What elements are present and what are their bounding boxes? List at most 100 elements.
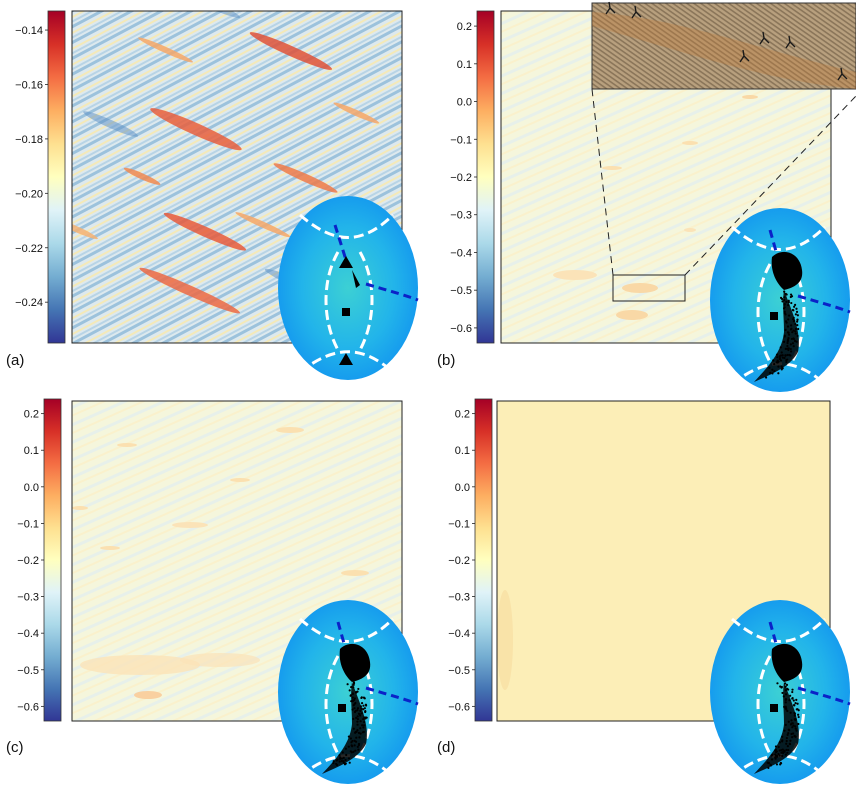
point-cloud-dot	[791, 342, 795, 345]
point-cloud-dot	[344, 762, 347, 765]
point-cloud-dot	[780, 365, 783, 368]
point-cloud-dot	[347, 745, 350, 748]
point-cloud-dot	[362, 708, 365, 711]
point-cloud-dot	[766, 761, 769, 764]
colorbar-ticks-c: 0.2 0.1 0.0 −0.1 −0.2 −0.3 −0.4 −0.5 −0.6	[17, 409, 44, 713]
point-cloud-dot	[795, 708, 798, 711]
point-cloud-dot	[349, 737, 352, 740]
point-cloud-dot	[786, 344, 789, 348]
point-cloud-dot	[788, 742, 792, 746]
point-cloud-dot	[784, 701, 787, 704]
point-cloud-dot	[362, 704, 365, 707]
inset-ellipse	[710, 208, 850, 392]
colorbar-tick-label: 0.2	[455, 409, 470, 421]
point-cloud-dot	[795, 729, 798, 732]
dashed-curve	[756, 263, 772, 363]
point-cloud-dot	[790, 295, 794, 298]
colorbar-tick-label: −0.5	[450, 285, 472, 297]
panel-label-d: (d)	[437, 739, 455, 756]
colorbar-tick-label: −0.3	[448, 592, 470, 604]
point-cloud-dot	[364, 703, 368, 706]
point-cloud-dot	[775, 763, 779, 766]
point-cloud-dot	[789, 694, 792, 697]
point-cloud-dot	[791, 735, 794, 739]
point-cloud-dot	[785, 739, 788, 743]
point-cloud-dot	[354, 749, 357, 752]
point-cloud-dot	[778, 754, 781, 757]
point-cloud-dot	[349, 694, 352, 697]
colorbar-d	[474, 398, 493, 722]
point-cloud-dot	[777, 372, 780, 375]
point-cloud-dot	[774, 749, 777, 752]
point-cloud-dot	[347, 757, 351, 760]
point-cloud-dot	[775, 353, 779, 356]
point-cloud-dot	[790, 350, 793, 353]
point-cloud-dot	[778, 749, 781, 752]
colorbar-tick-label: 0.0	[455, 482, 470, 494]
point-cloud-dot	[774, 756, 777, 759]
dashed-curve	[756, 655, 772, 755]
point-cloud-dot	[352, 683, 355, 686]
point-cloud-dot	[793, 305, 796, 308]
point-cloud-dot	[785, 736, 788, 740]
point-cloud-dot	[776, 356, 779, 359]
point-cloud-dot	[796, 318, 799, 321]
colorbar-tick-label: −0.2	[448, 555, 470, 567]
point-cloud-dot	[794, 327, 798, 331]
point-cloud-dot	[357, 712, 361, 715]
point-cloud-dot	[773, 363, 776, 366]
point-cloud-dot	[357, 743, 361, 747]
point-cloud-dot	[362, 726, 365, 729]
point-cloud-dot	[780, 686, 783, 689]
point-cloud-dot	[784, 689, 787, 692]
point-cloud-dot	[785, 300, 788, 303]
point-cloud-dot	[351, 739, 354, 743]
colorbar-ticks-a: −0.14 −0.16 −0.18 −0.20 −0.22 −0.24	[15, 25, 48, 309]
zoom-connector-right	[684, 95, 856, 276]
point-cloud-dot	[355, 736, 358, 739]
point-cloud-dot	[787, 728, 790, 731]
dashed-curve	[299, 617, 395, 643]
point-cloud-dot	[357, 731, 361, 735]
point-cloud-dot	[357, 748, 360, 751]
point-cloud-dot	[778, 356, 782, 360]
point-cloud-dot	[795, 698, 798, 701]
point-cloud-dot	[784, 328, 787, 331]
zoom-region-box	[612, 274, 686, 302]
point-cloud-dot	[787, 333, 791, 336]
point-cloud-dot	[356, 709, 359, 712]
point-cloud-dot	[785, 321, 788, 324]
point-cloud-dot	[780, 749, 783, 752]
point-cloud-dot	[356, 745, 359, 749]
heatmap-frame-c	[71, 400, 403, 722]
point-cloud-dot	[776, 682, 779, 685]
point-cloud-dot	[784, 707, 787, 710]
point-cloud-dot	[787, 748, 790, 752]
point-cloud-dot	[784, 685, 787, 688]
point-cloud-dot	[352, 750, 355, 753]
point-cloud-dot	[364, 709, 367, 713]
point-cloud-dot	[786, 751, 789, 754]
point-cloud-dot	[785, 293, 788, 296]
point-cloud-dot	[777, 745, 780, 749]
colorbar-tick-label: −0.1	[17, 518, 39, 530]
point-cloud-dot	[789, 324, 793, 327]
point-cloud-dot	[348, 689, 351, 692]
panel-label-c: (c)	[6, 739, 24, 756]
point-cloud-dot	[354, 731, 357, 734]
colorbar-b	[476, 10, 495, 344]
point-cloud-dot	[360, 701, 364, 705]
point-cloud-dot	[771, 372, 774, 375]
colorbar-tick-label: 0.0	[457, 97, 472, 109]
point-cloud-dot	[359, 709, 362, 713]
point-cloud-dot	[361, 731, 365, 734]
point-cloud-dot	[781, 735, 784, 738]
colorbar-tick-label: −0.2	[17, 555, 39, 567]
colorbar-a	[47, 10, 66, 344]
point-cloud-dot	[776, 361, 779, 364]
square-marker	[770, 704, 778, 712]
point-cloud-dot	[351, 745, 354, 748]
colorbar-tick-label: 0.1	[455, 445, 470, 457]
point-cloud-dot	[794, 725, 797, 728]
point-cloud-dot	[338, 754, 341, 757]
